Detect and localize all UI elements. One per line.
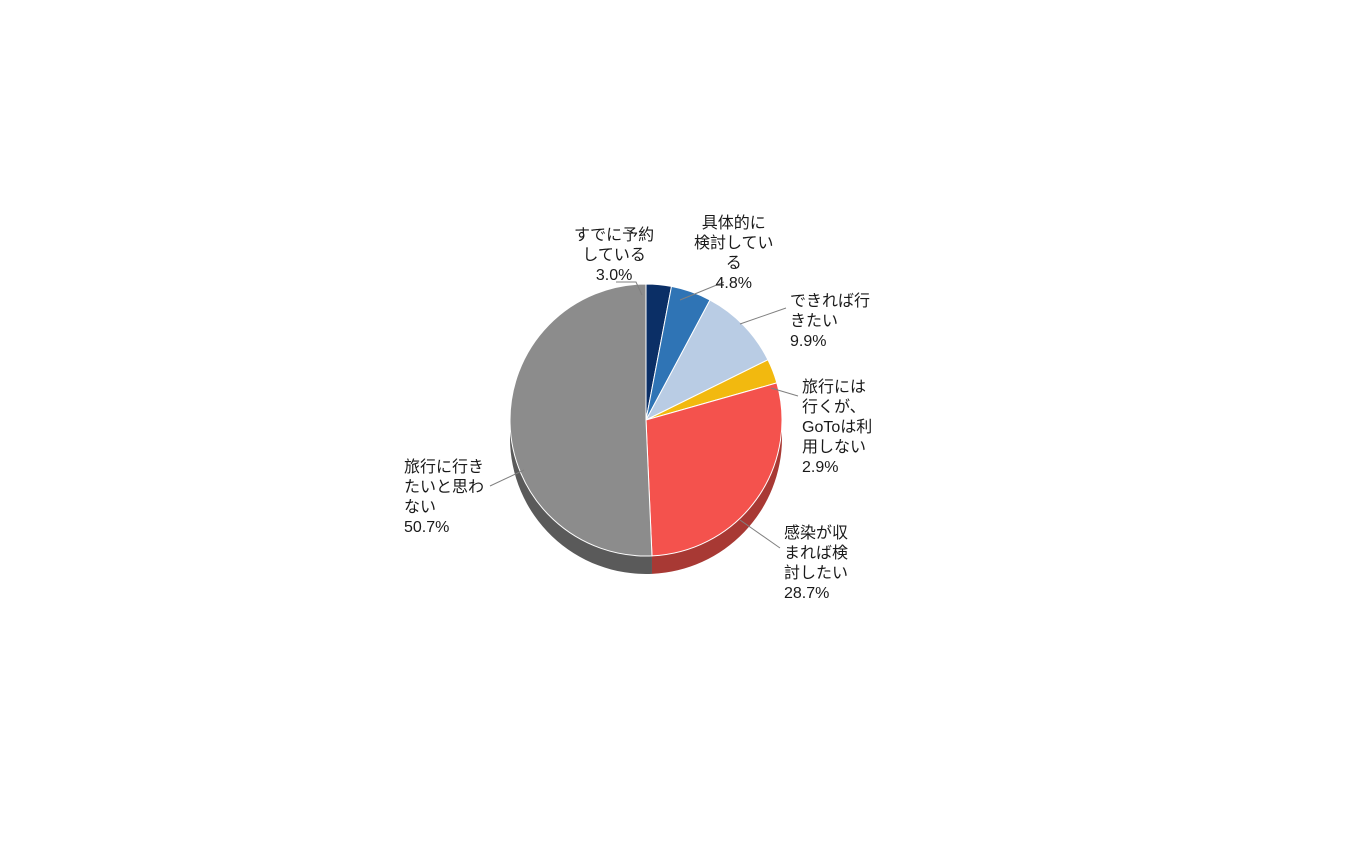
- slice-label: 旅行に行き たいと思わ ない 50.7%: [404, 458, 484, 538]
- leader-line: [740, 308, 786, 324]
- pie-slice: [510, 284, 652, 556]
- slice-label: 旅行には 行くが、 GoToは利 用しない 2.9%: [802, 378, 872, 478]
- slice-label: 感染が収 まれば検 討したい 28.7%: [784, 524, 848, 604]
- slice-label: 具体的に 検討してい る 4.8%: [694, 214, 774, 294]
- leader-line: [740, 520, 780, 548]
- pie-chart-container: すでに予約 している 3.0% 具体的に 検討してい る 4.8% できれば行 きた…: [0, 0, 1350, 844]
- pie-chart: [0, 0, 1350, 844]
- slice-label: すでに予約 している 3.0%: [574, 226, 654, 286]
- slice-label: できれば行 きたい 9.9%: [790, 292, 870, 352]
